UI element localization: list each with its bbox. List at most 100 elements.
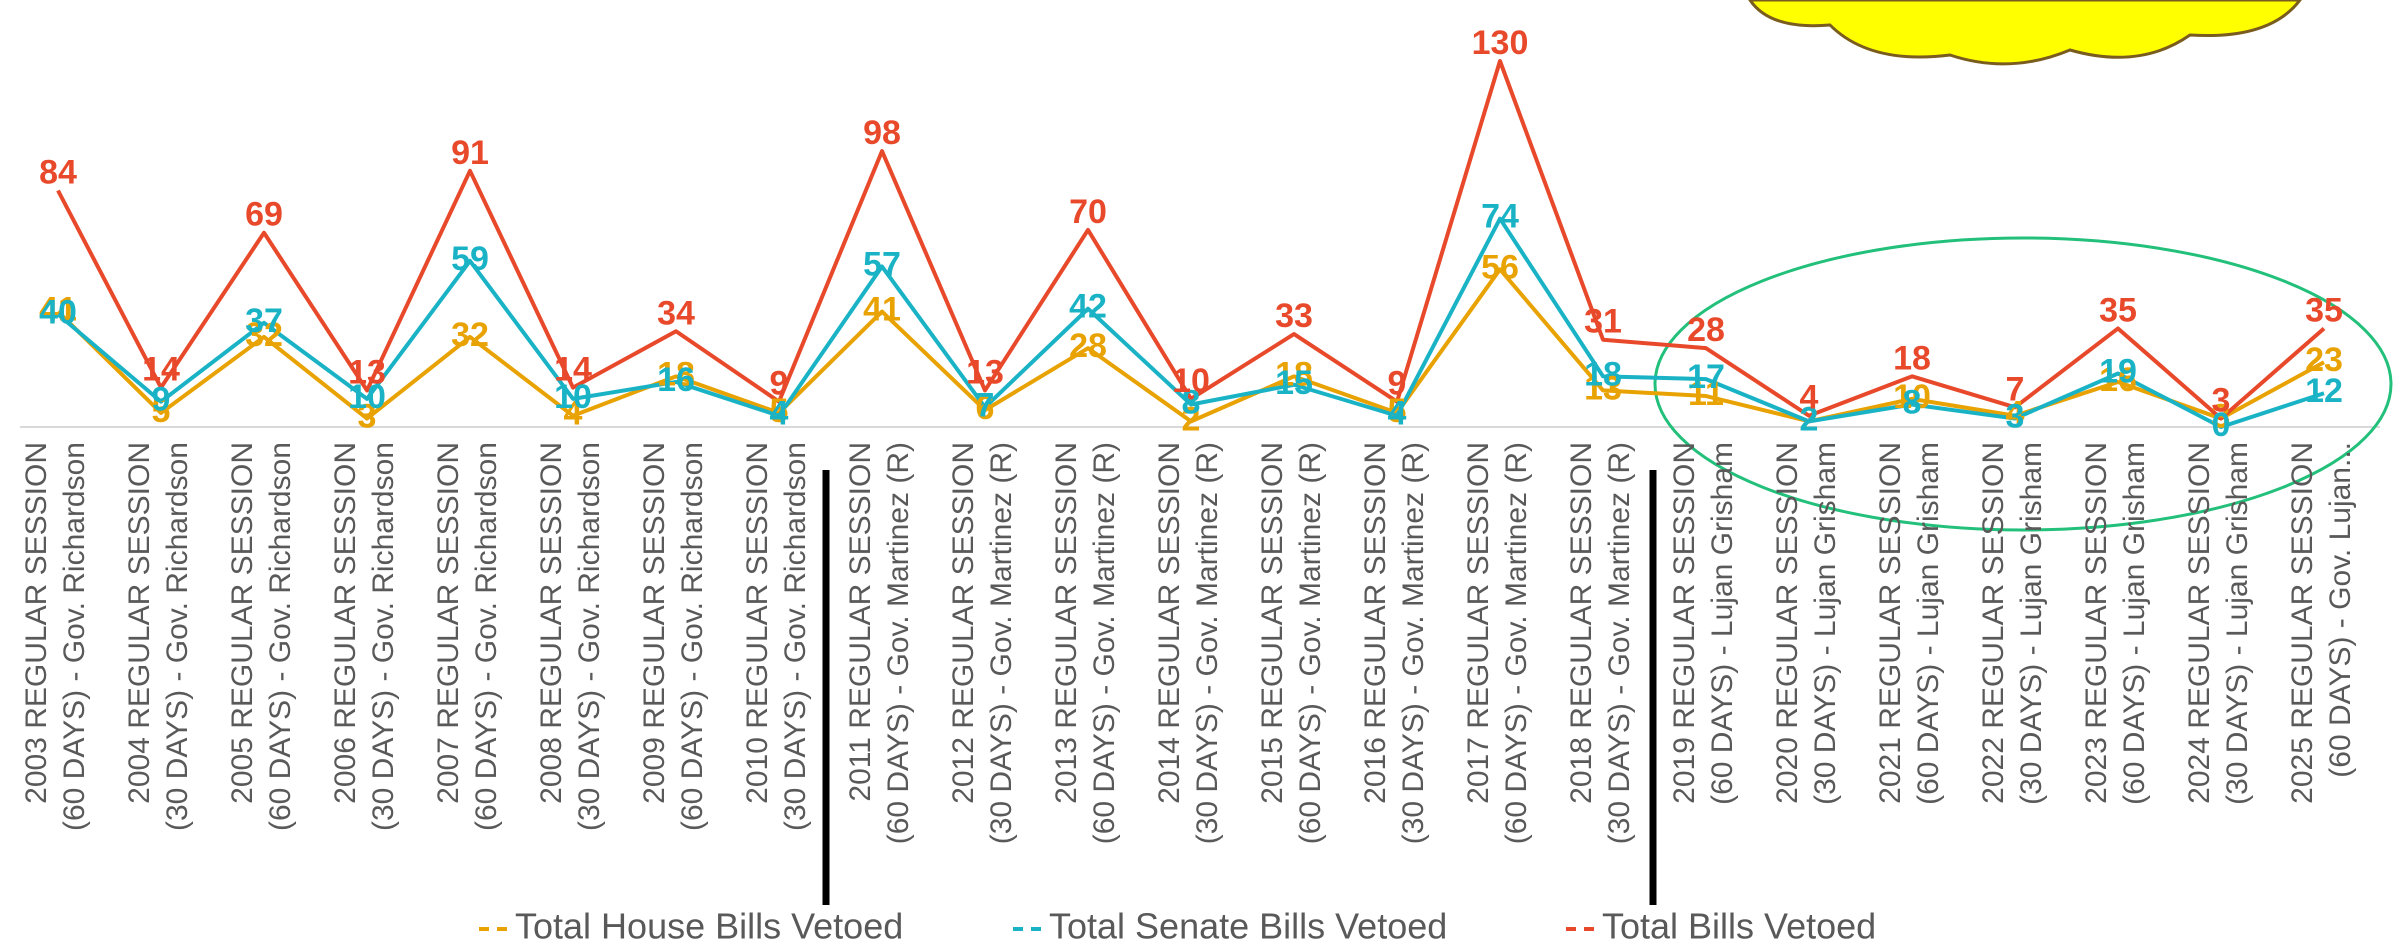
data-label: 84 (39, 153, 77, 191)
x-tick-label: 2007 REGULAR SESSION (432, 442, 465, 804)
legend-label: Total House Bills Vetoed (515, 906, 903, 947)
x-tick-label: (30 DAYS) - Gov. Martinez (R) (1603, 442, 1636, 844)
data-label: 40 (39, 293, 77, 331)
data-label: 98 (863, 114, 901, 152)
legend-label: Total Senate Bills Vetoed (1049, 906, 1447, 947)
data-label: 4 (1800, 379, 1819, 417)
series-line (56, 267, 2325, 424)
x-tick-label: (30 DAYS) - Gov. Richardson (573, 442, 606, 831)
x-tick-label: 2018 REGULAR SESSION (1565, 442, 1598, 804)
x-tick-label: 2006 REGULAR SESSION (329, 442, 362, 804)
data-label: 9 (770, 365, 789, 403)
x-tick-label: 2003 REGULAR SESSION (20, 442, 53, 804)
x-tick-label: (60 DAYS) - Lujan Grisham (1706, 442, 1739, 805)
x-tick-label: (30 DAYS) - Lujan Grisham (1809, 442, 1842, 805)
series-line (56, 59, 2326, 421)
data-label: 3 (2006, 398, 2025, 436)
x-tick-label: 2011 REGULAR SESSION (844, 442, 877, 802)
data-label: 42 (1069, 288, 1107, 326)
data-label: 69 (245, 196, 283, 234)
data-label: 34 (657, 294, 695, 332)
data-label: 16 (657, 361, 695, 399)
x-tick-label: (60 DAYS) - Gov. Richardson (470, 442, 503, 831)
legend-label: Total Bills Vetoed (1602, 906, 1876, 947)
data-label: 13 (966, 353, 1004, 391)
x-tick-label: 2008 REGULAR SESSION (535, 442, 568, 804)
data-label: 4 (564, 395, 583, 433)
data-label: 18 (1893, 339, 1931, 377)
data-label: 10 (348, 378, 386, 416)
data-label: 70 (1069, 193, 1107, 231)
data-label: 10 (1893, 378, 1931, 416)
x-tick-label: 2021 REGULAR SESSION (1874, 442, 1907, 804)
data-label: 2 (1800, 400, 1819, 438)
data-label: 28 (1687, 311, 1725, 349)
data-label: 15 (1275, 364, 1313, 402)
data-label: 23 (2305, 341, 2343, 379)
data-label: 33 (1275, 297, 1313, 335)
data-label: 3 (358, 398, 377, 436)
data-label: 9 (1388, 365, 1407, 403)
data-label: 74 (1481, 198, 1519, 236)
data-label: 5 (152, 392, 171, 430)
series-line (56, 216, 2325, 429)
x-tick-label: (30 DAYS) - Gov. Martinez (R) (1397, 442, 1430, 844)
data-label: 91 (451, 134, 489, 172)
x-tick-label: (30 DAYS) - Lujan Grisham (2015, 442, 2048, 805)
x-tick-label: (60 DAYS) - Gov. Martinez (R) (1500, 442, 1533, 844)
data-label: 10 (1172, 362, 1210, 400)
data-label: 8 (1182, 383, 1201, 421)
x-tick-label: 2020 REGULAR SESSION (1771, 442, 1804, 804)
x-tick-label: 2010 REGULAR SESSION (741, 442, 774, 804)
data-label: 56 (1481, 248, 1519, 286)
x-tick-label: 2025 REGULAR SESSION (2286, 442, 2319, 804)
x-tick-label: 2022 REGULAR SESSION (1977, 442, 2010, 804)
x-tick-label: (60 DAYS) - Gov. Martinez (R) (1088, 442, 1121, 844)
data-label: 14 (142, 351, 180, 389)
data-label: 3 (2212, 398, 2231, 436)
data-label: 31 (1584, 303, 1622, 341)
data-label: 7 (976, 386, 995, 424)
data-label: 9 (152, 381, 171, 419)
data-label: 41 (39, 291, 77, 329)
data-label: 3 (2212, 382, 2231, 420)
x-tick-label: (60 DAYS) - Gov. Richardson (264, 442, 297, 831)
x-tick-label: (60 DAYS) - Gov. Richardson (58, 442, 91, 831)
x-tick-label: 2009 REGULAR SESSION (638, 442, 671, 804)
data-label: 13 (1584, 369, 1622, 407)
x-tick-label: (30 DAYS) - Gov. Richardson (161, 442, 194, 831)
data-label: 32 (245, 316, 283, 354)
x-tick-label: (60 DAYS) - Gov. Martinez (R) (882, 442, 915, 844)
x-tick-label: (60 DAYS) - Lujan Grisham (2118, 442, 2151, 805)
data-label: 10 (554, 378, 592, 416)
data-label: 12 (2305, 372, 2343, 410)
data-label: 18 (657, 355, 695, 393)
x-tick-label: (60 DAYS) - Gov. Lujan... (2324, 442, 2357, 778)
x-tick-label: (60 DAYS) - Lujan Grisham (1912, 442, 1945, 805)
data-label: 2 (1800, 400, 1819, 438)
data-label: 2 (1182, 400, 1201, 438)
x-tick-label: 2012 REGULAR SESSION (947, 442, 980, 804)
data-label: 35 (2099, 291, 2137, 329)
data-label: 6 (976, 389, 995, 427)
data-label: 17 (1687, 358, 1725, 396)
x-tick-label: (30 DAYS) - Gov. Martinez (R) (985, 442, 1018, 844)
data-label: 59 (451, 240, 489, 278)
cloud (1748, 0, 2302, 66)
x-tick-label: 2023 REGULAR SESSION (2080, 442, 2113, 804)
data-label: 18 (1275, 355, 1313, 393)
data-label: 32 (451, 316, 489, 354)
data-label: 18 (1584, 355, 1622, 393)
data-label: 13 (348, 353, 386, 391)
data-label: 28 (1069, 327, 1107, 365)
x-tick-label: 2015 REGULAR SESSION (1256, 442, 1289, 804)
x-tick-label: 2016 REGULAR SESSION (1359, 442, 1392, 804)
data-label: 130 (1472, 24, 1529, 62)
x-tick-label: 2019 REGULAR SESSION (1668, 442, 1701, 804)
x-tick-label: 2024 REGULAR SESSION (2183, 442, 2216, 804)
data-label: 4 (770, 395, 789, 433)
x-tick-label: 2005 REGULAR SESSION (226, 442, 259, 804)
data-label: 11 (1688, 375, 1724, 413)
